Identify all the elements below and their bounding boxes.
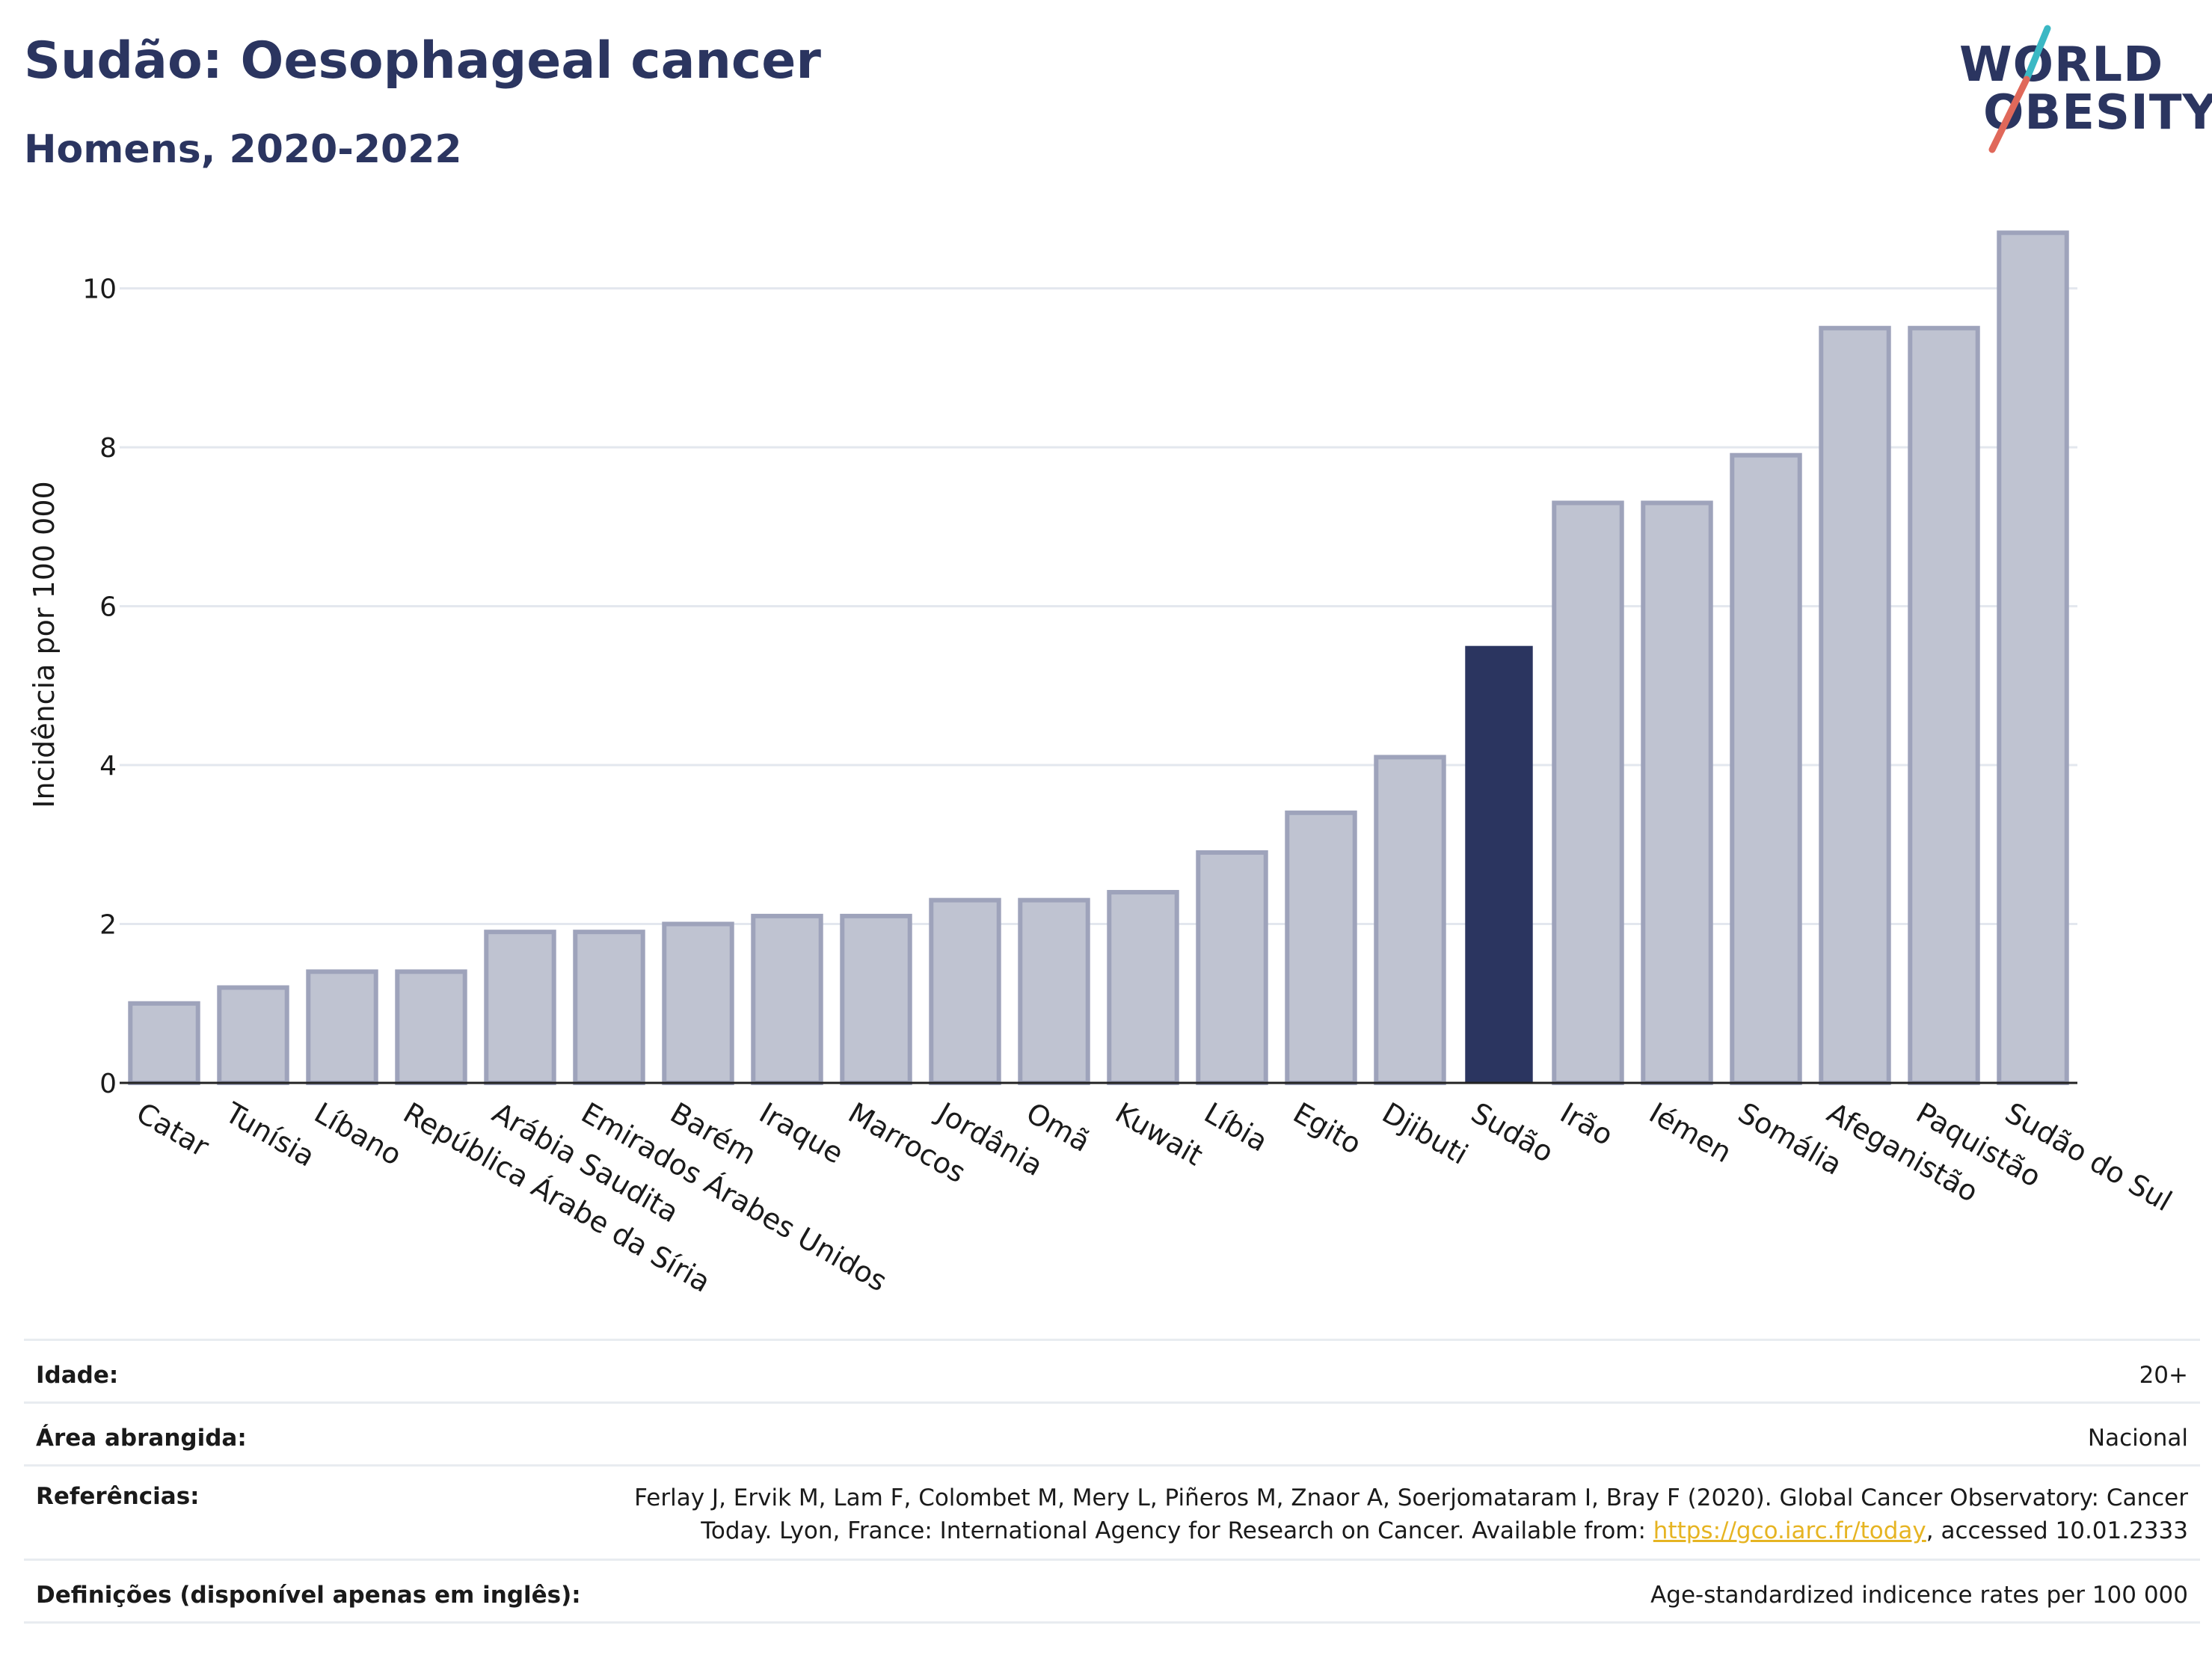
references-line2-text: Today. Lyon, France: International Agenc…: [701, 1517, 1653, 1544]
bar-barém: [662, 921, 734, 1086]
logo-slash-icon: [1988, 25, 2051, 153]
references-value: Ferlay J, Ervik M, Lam F, Colombet M, Me…: [543, 1481, 2188, 1547]
x-tick-label: Djibuti: [1377, 1096, 1473, 1171]
bar-iraque: [751, 913, 823, 1085]
bar-emirados-árabes-unidos: [573, 930, 645, 1085]
bar-egito: [1285, 810, 1357, 1085]
bar-catar: [128, 1001, 200, 1086]
bar-jordânia: [929, 897, 1001, 1085]
bar-paquistão: [1908, 325, 1980, 1085]
bar-arábia-saudita: [484, 930, 556, 1085]
bars: [128, 230, 2069, 1086]
references-label: Referências:: [36, 1483, 200, 1510]
bar-djibuti: [1374, 755, 1446, 1085]
x-tick-label: Irão: [1555, 1096, 1619, 1152]
references-line2-suffix: , accessed 10.01.2333: [1926, 1517, 2188, 1544]
x-tick-label: Líbia: [1199, 1096, 1274, 1158]
definitions-label: Definições (disponível apenas em inglês)…: [36, 1582, 581, 1609]
y-tick-label: 2: [99, 910, 117, 941]
bar-somália: [1730, 452, 1802, 1085]
x-tick-label: Líbano: [309, 1096, 408, 1172]
y-tick-label: 4: [99, 751, 117, 782]
y-axis-label: Incidência por 100 000: [28, 481, 61, 808]
info-row-age: Idade: 20+: [24, 1339, 2200, 1404]
bar-marrocos: [840, 913, 912, 1085]
chart-title: Sudão: Oesophageal cancer: [24, 31, 821, 90]
definitions-value: Age-standardized indicence rates per 100…: [1650, 1582, 2188, 1609]
y-tick-label: 8: [99, 433, 117, 464]
bar-iémen: [1641, 500, 1713, 1085]
age-value: 20+: [2139, 1362, 2188, 1389]
chart-subtitle: Homens, 2020-2022: [24, 127, 462, 172]
y-tick-label: 6: [99, 592, 117, 623]
y-tick-labels: 0 2 4 6 8 10: [82, 274, 117, 1099]
info-row-definitions: Definições (disponível apenas em inglês)…: [24, 1559, 2200, 1624]
area-label: Área abrangida:: [36, 1425, 247, 1452]
logo-line1: WORLD: [1959, 37, 2164, 93]
bar-sudão: [1465, 645, 1533, 1083]
x-tick-label: Kuwait: [1110, 1096, 1208, 1173]
x-tick-label: Iraque: [754, 1096, 849, 1170]
world-obesity-logo: WORLD OBESITY: [1959, 21, 2212, 163]
x-tick-label: Tunísia: [219, 1096, 320, 1173]
info-row-area: Área abrangida: Nacional: [24, 1401, 2200, 1467]
y-tick-label: 0: [99, 1069, 117, 1099]
area-value: Nacional: [2087, 1425, 2188, 1452]
x-tick-label: Catar: [131, 1096, 215, 1164]
bar-sudão-do-sul: [1997, 230, 2069, 1086]
x-tick-label: Iémen: [1644, 1096, 1737, 1170]
y-tick-label: 10: [82, 274, 117, 305]
references-line1: Ferlay J, Ervik M, Lam F, Colombet M, Me…: [634, 1484, 2188, 1511]
references-line2: Today. Lyon, France: International Agenc…: [543, 1514, 2188, 1547]
bar-kuwait: [1107, 890, 1179, 1085]
references-link[interactable]: https://gco.iarc.fr/today: [1653, 1517, 1926, 1544]
bar-líbia: [1196, 850, 1268, 1085]
info-bottom-rule: [24, 1621, 2200, 1624]
age-label: Idade:: [36, 1362, 119, 1389]
x-tick-label: Sudão: [1466, 1096, 1559, 1170]
bar-omã: [1018, 897, 1090, 1085]
bar-afeganistão: [1819, 325, 1891, 1085]
bar-irão: [1552, 500, 1624, 1085]
bar-tunísia: [217, 985, 289, 1086]
bar-república-árabe-da-síria: [395, 969, 467, 1086]
bar-líbano: [306, 969, 378, 1086]
x-tick-label: Egito: [1288, 1096, 1367, 1161]
info-row-references: Referências: Ferlay J, Ervik M, Lam F, C…: [24, 1464, 2200, 1561]
